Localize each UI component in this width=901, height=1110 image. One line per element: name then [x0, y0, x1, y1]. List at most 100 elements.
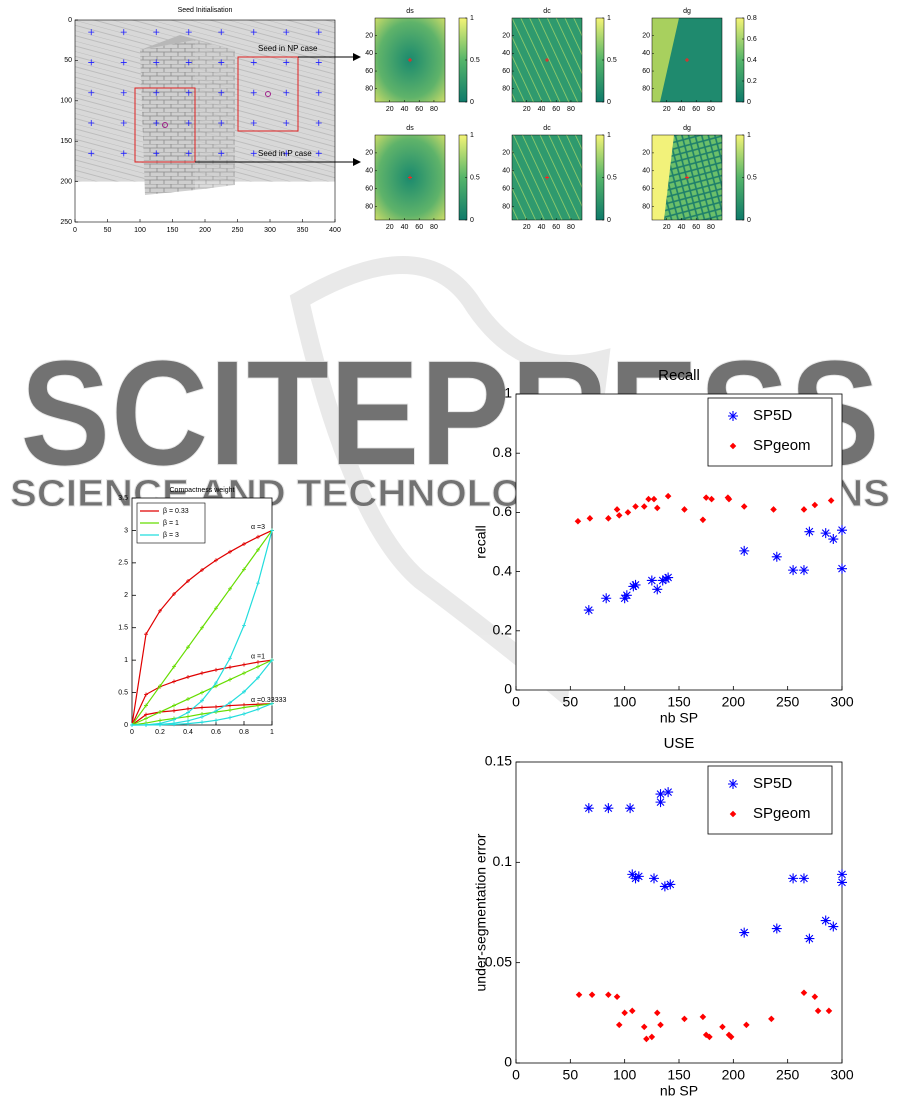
- y-tick-label: 1.5: [118, 625, 128, 632]
- seed-marker: [283, 89, 290, 96]
- seed-marker: [185, 120, 192, 127]
- x-tick-label: 350: [297, 227, 309, 234]
- seed-marker: [250, 120, 257, 127]
- y-tick-label: 50: [64, 57, 72, 64]
- scatter-point: [837, 525, 847, 536]
- legend-label: β = 3: [163, 532, 179, 539]
- seed-marker: [153, 120, 160, 127]
- curve-marker: [158, 722, 162, 727]
- x-tick-label: 0: [130, 729, 134, 736]
- scatter-point: [663, 572, 674, 583]
- x-tick-label: 150: [667, 1067, 691, 1083]
- x-tick-label: 300: [264, 227, 276, 234]
- curve-marker: [242, 711, 246, 716]
- x-tick-label: 200: [722, 694, 746, 710]
- y-tick-label: 60: [502, 68, 510, 75]
- x-tick-label: 40: [678, 106, 686, 113]
- x-tick-label: 20: [386, 224, 394, 231]
- colorbar-tick-label: 0: [607, 99, 611, 106]
- curve-marker: [242, 671, 246, 676]
- scatter-point: [657, 575, 668, 586]
- curve-marker: [186, 706, 190, 711]
- panel-title: dg: [683, 8, 691, 15]
- x-tick-label: 1: [270, 729, 274, 736]
- x-tick-label: 150: [667, 694, 691, 710]
- curve-marker: [130, 723, 134, 727]
- seed-point: [685, 58, 689, 62]
- y-tick-label: 40: [642, 168, 650, 175]
- colorbar-tick-label: 0.5: [470, 174, 480, 181]
- x-tick-label: 20: [523, 224, 531, 231]
- curve-marker: [242, 623, 246, 628]
- legend-marker: [729, 810, 737, 818]
- seed-marker: [88, 29, 95, 36]
- heatmap-region: [652, 135, 674, 220]
- y-tick-label: 200: [60, 178, 72, 185]
- y-tick-label: 150: [60, 138, 72, 145]
- scatter-point: [804, 933, 815, 944]
- scatter-point: [588, 991, 596, 999]
- scatter-point: [625, 803, 636, 814]
- legend-label: SP5D: [753, 775, 792, 792]
- scatter-point: [719, 1023, 726, 1031]
- legend-label: SP5D: [753, 407, 792, 424]
- scatter-point: [633, 871, 644, 882]
- y-tick-label: 60: [502, 186, 510, 193]
- scatter-point: [621, 1009, 628, 1017]
- seed-marker: [88, 59, 95, 66]
- curve-marker: [172, 591, 176, 596]
- watermark-title: SCITEPRESS: [20, 329, 880, 497]
- colorbar-tick-label: 0.5: [747, 174, 757, 181]
- x-axis-label: nb SP: [660, 710, 698, 726]
- x-tick-label: 80: [430, 106, 438, 113]
- colorbar-tick-label: 0.6: [747, 36, 757, 43]
- y-tick-label: 60: [642, 68, 650, 75]
- scatter-point: [645, 495, 652, 503]
- scatter-point: [583, 803, 594, 814]
- seed-marker: [250, 150, 257, 157]
- curve-marker: [256, 664, 260, 669]
- y-tick-label: 1: [124, 657, 128, 664]
- x-tick-label: 50: [563, 694, 579, 710]
- seed-marker: [153, 59, 160, 66]
- x-tick-label: 100: [613, 1067, 637, 1083]
- y-tick-label: 0.6: [493, 503, 513, 519]
- curve-marker: [214, 558, 218, 563]
- x-tick-label: 60: [552, 224, 560, 231]
- scatter-point: [727, 1033, 735, 1041]
- seed-marker: [153, 89, 160, 96]
- scatter-point: [743, 1021, 750, 1029]
- x-axis-label: nb SP: [660, 1083, 698, 1099]
- scatter-point: [725, 495, 733, 503]
- seed-marker: [185, 150, 192, 157]
- y-tick-label: 80: [365, 203, 373, 210]
- seed-marker: [120, 150, 127, 157]
- seed-marker: [88, 89, 95, 96]
- scatter-point: [663, 787, 674, 798]
- y-tick-label: 1: [504, 385, 512, 401]
- curve-marker: [158, 684, 162, 689]
- curve-marker: [144, 692, 148, 697]
- y-axis-label: recall: [473, 525, 489, 558]
- scatter-point: [655, 789, 666, 800]
- y-tick-label: 0.1: [493, 853, 513, 869]
- scatter-point: [788, 873, 799, 884]
- seed-marker: [88, 150, 95, 157]
- scatter-point: [646, 575, 657, 586]
- curve-marker: [200, 698, 204, 703]
- y-tick-label: 0.4: [493, 562, 513, 578]
- legend-box: [707, 397, 833, 467]
- colorbar-tick-label: 0.5: [607, 57, 617, 64]
- colorbar-tick-label: 1: [747, 132, 751, 139]
- scatter-point: [708, 495, 715, 503]
- curve-marker: [256, 534, 260, 539]
- x-tick-label: 40: [538, 106, 546, 113]
- seed-marker: [218, 29, 225, 36]
- y-tick-label: 60: [365, 186, 373, 193]
- scatter-point: [601, 593, 612, 604]
- scatter-point: [828, 921, 839, 932]
- np-box: [237, 56, 299, 132]
- curve-marker: [172, 664, 176, 669]
- colorbar-tick-label: 0: [747, 217, 751, 224]
